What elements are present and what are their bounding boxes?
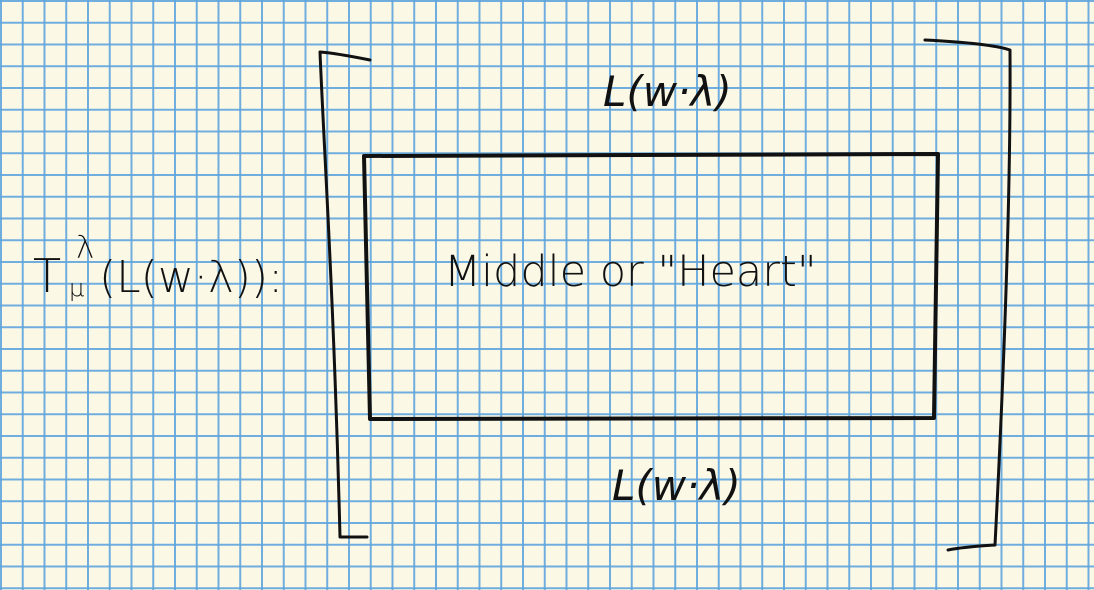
operator-symbol: T (33, 249, 61, 303)
operator-subscript: μ (69, 274, 84, 302)
middle-heart-label: Middle or "Heart" (444, 247, 817, 297)
bottom-module-label: L(w·λ) (612, 461, 741, 510)
middle-box (362, 152, 940, 421)
left-bracket (318, 50, 372, 539)
operator-argument: (L(w·λ)): (99, 252, 283, 303)
top-module-label: L(w·λ) (603, 67, 732, 116)
operator-superscript: λ (76, 230, 94, 266)
right-bracket (923, 38, 1012, 552)
